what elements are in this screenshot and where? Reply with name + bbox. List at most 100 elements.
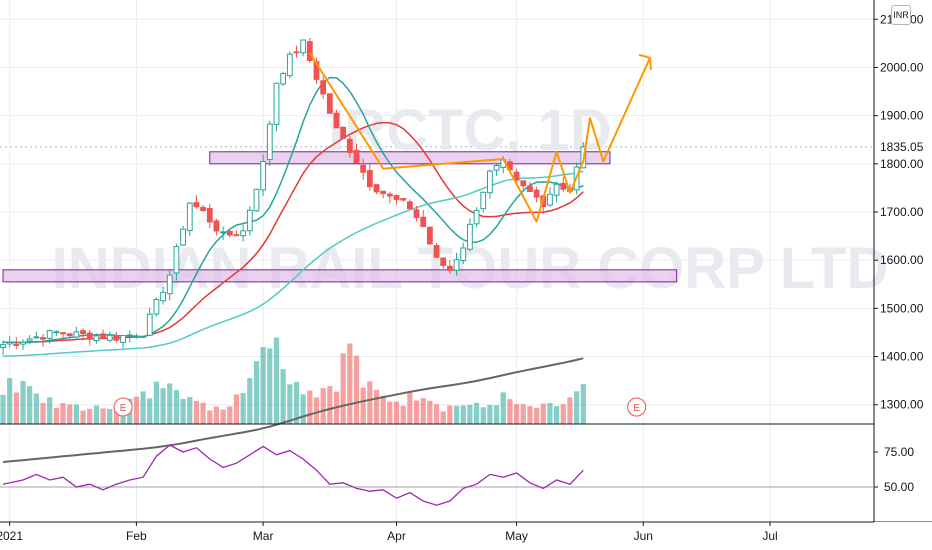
candle-body	[66, 333, 73, 337]
candle	[153, 297, 160, 317]
candle	[473, 207, 480, 228]
price-axis-label: 1700.00	[880, 205, 924, 219]
earnings-marker	[113, 397, 133, 417]
candle-body	[240, 230, 247, 237]
candle-body	[413, 209, 420, 218]
candle	[226, 228, 233, 238]
volume-bar	[327, 386, 333, 424]
candle	[446, 260, 453, 274]
volume-bar	[260, 346, 266, 424]
candle	[560, 176, 567, 193]
candle-body	[233, 234, 240, 237]
price-axis-labels: 1300.00 1400.00 1500.00 1600.00 1700.00 1800.…	[874, 12, 924, 412]
volume-bar	[80, 410, 86, 424]
volume-bar	[360, 387, 366, 424]
candle-body	[273, 82, 280, 125]
candle	[420, 209, 427, 228]
candle	[460, 242, 467, 265]
oscillator-line	[2, 444, 584, 506]
candle-body	[293, 51, 300, 54]
candle	[140, 335, 146, 338]
candle	[533, 186, 540, 203]
volume-bar	[140, 391, 146, 424]
candle-body	[366, 170, 373, 188]
candle	[413, 206, 420, 222]
candle-body	[166, 274, 173, 295]
volume-bar	[353, 355, 360, 424]
candle-body	[553, 183, 560, 196]
volume-bar	[500, 392, 506, 424]
candle-body	[86, 332, 93, 340]
volume-bar	[173, 390, 180, 424]
candle-body	[373, 184, 380, 193]
volume-bar	[280, 369, 286, 424]
candle-body	[80, 330, 86, 334]
candle	[346, 136, 353, 158]
volume-bar	[440, 411, 446, 424]
candle	[206, 203, 213, 229]
price-axis-label: 1900.00	[880, 109, 924, 123]
volume-bar	[487, 404, 493, 424]
candle	[53, 330, 60, 337]
candle-body	[440, 257, 447, 266]
candle-body	[260, 160, 267, 191]
volume-bar	[267, 348, 273, 424]
candle	[33, 331, 40, 339]
volume-bar	[193, 400, 200, 424]
volume-bar	[320, 388, 326, 424]
volume-bar	[433, 404, 440, 424]
candle-body	[46, 330, 53, 339]
currency-button[interactable]: INR	[891, 5, 911, 25]
support-zone	[2, 269, 678, 283]
volume-bar	[467, 404, 473, 424]
candle	[66, 333, 73, 339]
candle	[6, 336, 13, 348]
candle	[380, 190, 387, 199]
candle-body	[13, 344, 20, 347]
candle-body	[180, 228, 186, 246]
volume-bar	[393, 401, 400, 424]
volume-bar	[207, 410, 213, 424]
candle	[113, 331, 120, 343]
candle-body	[100, 333, 106, 340]
candle	[106, 331, 113, 343]
volume-bar	[554, 406, 560, 424]
candle	[306, 37, 313, 63]
volume-bar	[47, 397, 53, 424]
candle-body	[113, 335, 120, 341]
candle	[527, 181, 533, 193]
volume-bar	[540, 403, 546, 424]
earnings-marker-label: E	[633, 403, 640, 414]
candle	[100, 329, 106, 340]
candle	[426, 226, 433, 245]
volume-bar	[447, 405, 453, 424]
price-axis-label: 1300.00	[880, 398, 924, 412]
candle-body	[140, 335, 146, 338]
candle-body	[420, 216, 427, 227]
candle-body	[93, 335, 100, 342]
candle	[406, 199, 413, 210]
volume-bar	[67, 404, 73, 424]
candle-body	[513, 171, 520, 181]
candle	[253, 188, 260, 212]
candle-body	[120, 335, 126, 344]
candle	[0, 340, 6, 356]
volume-bar	[87, 408, 93, 424]
volume-bar	[574, 391, 580, 424]
candle-body	[133, 335, 140, 338]
candle-body	[220, 231, 227, 234]
time-axis-label: Feb	[126, 529, 147, 543]
oscillator-axis-label: 75.00	[884, 445, 914, 459]
volume-bar	[560, 404, 566, 424]
volume-bar	[534, 407, 540, 424]
volume-bar	[93, 405, 99, 424]
volume-bar	[313, 397, 320, 424]
candle-body	[0, 344, 6, 348]
candle-body	[547, 193, 553, 206]
candle-body	[186, 202, 193, 232]
candle-body	[380, 190, 387, 194]
candle	[93, 333, 100, 344]
candle	[453, 252, 460, 276]
